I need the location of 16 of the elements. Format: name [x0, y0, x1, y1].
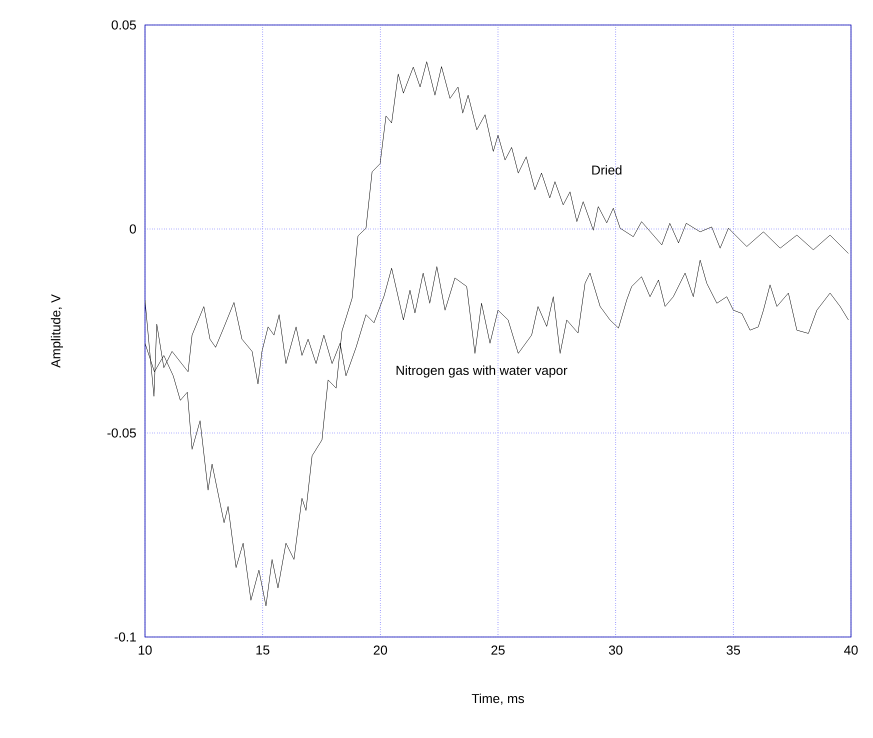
x-axis-title: Time, ms — [472, 694, 524, 705]
x-tick-label: 35 — [726, 646, 740, 655]
text: Dried — [592, 165, 622, 175]
y-tick-label: -0.05 — [107, 428, 136, 438]
x-tick-label: 15 — [256, 646, 270, 655]
y-tick-label: -0.1 — [114, 632, 136, 642]
line-series — [145, 61, 849, 606]
y-tick-label: 0 — [130, 224, 136, 234]
x-tick-label: 20 — [374, 646, 388, 655]
x-tick-label: 10 — [138, 646, 152, 655]
series-label: Nitrogen gas with water vapor — [396, 365, 568, 378]
x-tick-label: 25 — [491, 646, 505, 655]
x-tick-label: 40 — [844, 646, 858, 655]
y-axis-title: Amplitude, V — [50, 294, 63, 368]
x-tick-label: 30 — [608, 646, 622, 655]
y-tick-label: 0.05 — [112, 20, 136, 30]
